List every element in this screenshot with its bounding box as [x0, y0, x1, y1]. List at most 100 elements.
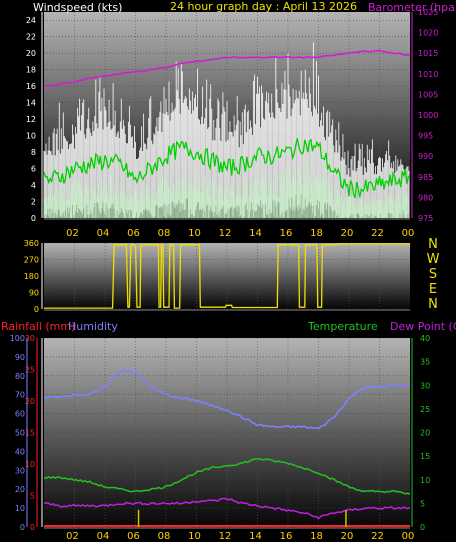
humidity-tick-label: 90 [15, 353, 25, 362]
compass-letter: N [428, 237, 438, 252]
temperature-tick-label: 40 [420, 334, 430, 343]
hour-tick-label: 18 [310, 531, 323, 542]
wind-direction-series [44, 243, 410, 309]
hour-tick-label: 12 [219, 531, 232, 542]
hour-tick-label: 14 [249, 531, 262, 542]
rainfall-tick-label: 10 [25, 460, 35, 469]
wind-axis-title: Windspeed (kts) [33, 1, 122, 14]
barometer-tick-label: 1000 [418, 111, 438, 120]
weather-series [43, 369, 411, 527]
barometer-tick-label: 1025 [418, 8, 438, 17]
windspeed-tick-label: 4 [31, 181, 36, 190]
average-wind-series [43, 137, 411, 199]
weather-grid [44, 337, 410, 528]
direction-series [44, 243, 410, 309]
hour-tick-label: 10 [188, 228, 201, 239]
temperature-tick-label: 10 [420, 476, 430, 485]
humidity-tick-label: 50 [15, 429, 25, 438]
rainfall-tick-label: 20 [25, 397, 35, 406]
direction-tick-label: 90 [29, 289, 39, 298]
windspeed-tick-label: 10 [26, 132, 36, 141]
hour-tick-label: 16 [280, 531, 293, 542]
barometer-tick-label: 980 [418, 193, 433, 202]
barometer-tick-label: 1015 [418, 49, 438, 58]
rainfall-tick-label: 5 [30, 492, 35, 501]
barometer-tick-label: 975 [418, 214, 433, 223]
direction-tick-label: 360 [24, 239, 39, 248]
hour-tick-label: 06 [127, 228, 140, 239]
windspeed-tick-label: 2 [31, 198, 36, 207]
rainfall-axis-title: Rainfall (mm) [1, 320, 75, 333]
windspeed-tick-label: 0 [31, 214, 36, 223]
rainfall-tick-label: 30 [25, 334, 35, 343]
humidity-tick-label: 100 [10, 334, 25, 343]
direction-tick-label: 0 [34, 305, 39, 314]
dew-point-series [43, 497, 411, 520]
hour-tick-label: 08 [158, 228, 171, 239]
windspeed-tick-label: 6 [31, 165, 36, 174]
rainfall-tick-label: 15 [25, 429, 35, 438]
axis-ticks: 0246810121416182022249759809859909951000… [10, 8, 439, 542]
humidity-axis-title: Humidity [68, 320, 118, 333]
compass-letter: W [427, 252, 440, 267]
hour-tick-label: 10 [188, 531, 201, 542]
direction-tick-label: 270 [24, 256, 39, 265]
hour-tick-label: 00 [402, 228, 415, 239]
windspeed-tick-label: 14 [26, 99, 36, 108]
rainfall-tick-label: 25 [25, 366, 35, 375]
hour-tick-label: 16 [280, 228, 293, 239]
hour-tick-label: 04 [97, 531, 110, 542]
humidity-tick-label: 40 [15, 447, 25, 456]
hour-tick-label: 14 [249, 228, 262, 239]
temperature-tick-label: 20 [420, 429, 430, 438]
temperature-tick-label: 0 [420, 523, 425, 532]
humidity-tick-label: 70 [15, 391, 25, 400]
barometer-tick-label: 1010 [418, 70, 438, 79]
temperature-series [43, 457, 411, 495]
hour-tick-label: 12 [219, 228, 232, 239]
lull-series [43, 161, 410, 218]
hour-tick-label: 22 [371, 531, 384, 542]
windspeed-tick-label: 22 [26, 33, 36, 42]
hour-tick-label: 04 [97, 228, 110, 239]
temperature-tick-label: 25 [420, 405, 430, 414]
barometer-tick-label: 1005 [418, 90, 438, 99]
temperature-tick-label: 5 [420, 499, 425, 508]
hour-tick-label: 00 [402, 531, 415, 542]
hour-tick-label: 02 [66, 228, 79, 239]
chart-title: 24 hour graph day : April 13 2026 [170, 0, 357, 13]
humidity-tick-label: 80 [15, 372, 25, 381]
hour-tick-label: 20 [341, 228, 354, 239]
hour-tick-label: 06 [127, 531, 140, 542]
compass-letter: N [428, 297, 438, 312]
temperature-tick-label: 35 [420, 358, 430, 367]
hour-tick-label: 02 [66, 531, 79, 542]
barometer-tick-label: 990 [418, 152, 433, 161]
hour-tick-label: 20 [341, 531, 354, 542]
hour-tick-label: 22 [371, 228, 384, 239]
humidity-series [43, 369, 411, 430]
barometer-series [43, 49, 411, 87]
windspeed-tick-label: 12 [26, 115, 36, 124]
windspeed-tick-label: 24 [26, 16, 36, 25]
humidity-tick-label: 10 [15, 504, 25, 513]
temperature-tick-label: 15 [420, 452, 430, 461]
barometer-axis-title: Barometer (hpa) [368, 1, 456, 14]
temperature-axis-title: Temperature [307, 320, 378, 333]
windspeed-tick-label: 20 [26, 49, 36, 58]
dew-point-axis-title: Dew Point (C) [390, 320, 456, 333]
axis-lines [26, 12, 413, 529]
barometer-tick-label: 985 [418, 173, 433, 182]
humidity-tick-label: 20 [15, 485, 25, 494]
barometer-tick-label: 995 [418, 132, 433, 141]
windspeed-tick-label: 8 [31, 148, 36, 157]
wind-series [43, 42, 411, 218]
humidity-tick-label: 0 [20, 523, 25, 532]
direction-grid [44, 242, 410, 310]
compass-letter: S [429, 267, 437, 282]
humidity-tick-label: 60 [15, 410, 25, 419]
windspeed-tick-label: 16 [26, 82, 36, 91]
humidity-tick-label: 30 [15, 466, 25, 475]
